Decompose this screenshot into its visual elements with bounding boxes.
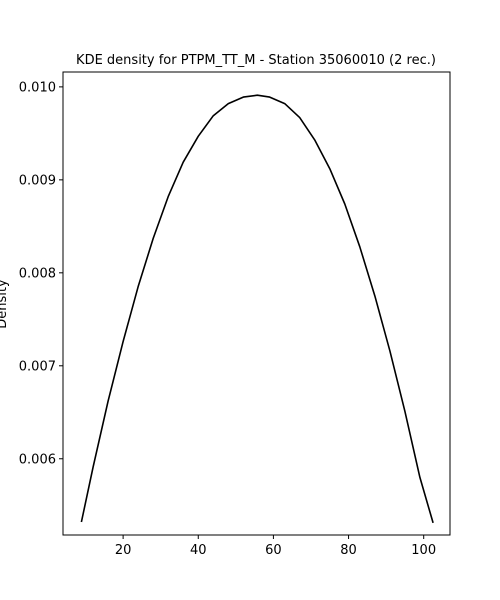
chart-title: KDE density for PTPM_TT_M - Station 3506…: [76, 53, 436, 68]
axes-frame: [62, 71, 451, 536]
series-line-0: [80, 94, 434, 524]
plot-area: 20 40 60 80 100 0.006 0.007 0.008 0.009 0.010: [19, 71, 451, 558]
x-tick-label: 60: [265, 543, 282, 558]
y-axis-label: Density: [0, 279, 10, 329]
x-tick-label: 20: [115, 543, 132, 558]
x-tick-label: 100: [411, 543, 436, 558]
y-tick-label: 0.007: [19, 359, 56, 374]
y-tick-label: 0.008: [19, 266, 56, 281]
y-tick-label: 0.006: [19, 452, 56, 467]
x-tick-label: 80: [340, 543, 357, 558]
x-tick-label: 40: [190, 543, 207, 558]
y-tick-label: 0.009: [19, 173, 56, 188]
y-tick-label: 0.010: [19, 80, 56, 95]
